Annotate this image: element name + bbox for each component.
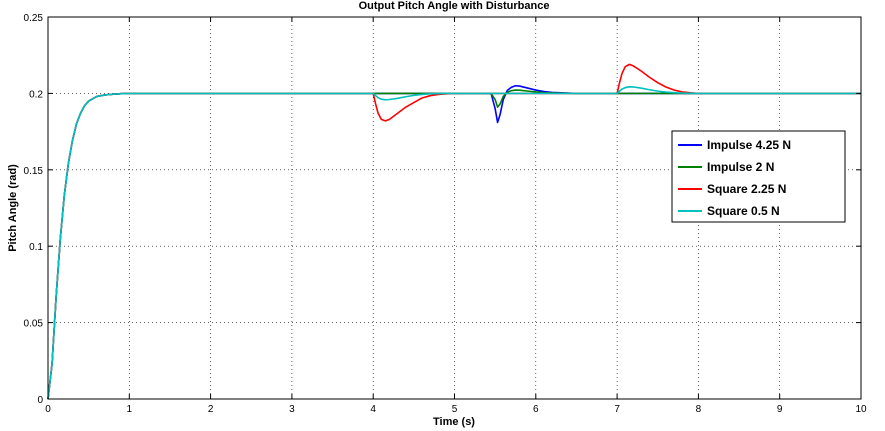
y-axis-label: Pitch Angle (rad) [7, 164, 19, 252]
x-axis-label: Time (s) [433, 416, 475, 428]
x-tick-label: 6 [533, 404, 539, 415]
legend-label-1: Impulse 4.25 N [707, 138, 791, 152]
x-tick-label: 5 [452, 404, 458, 415]
x-tick-label: 7 [614, 404, 620, 415]
ticks: 0 1 2 3 4 5 6 7 8 9 10 0 0.05 0.1 0.15 0.2 0.25 [24, 13, 867, 415]
legend: Impulse 4.25 N Impulse 2 N Square 2.25 N Sq… [671, 130, 846, 223]
x-tick-label: 4 [370, 404, 376, 415]
legend-label-3: Square 2.25 N [707, 182, 786, 196]
x-tick-label: 10 [855, 404, 867, 415]
x-tick-label: 0 [45, 404, 51, 415]
y-tick-label: 0.25 [24, 13, 44, 24]
y-tick-label: 0.1 [29, 242, 43, 253]
legend-label-4: Square 0.5 N [707, 204, 780, 218]
y-tick-label: 0.2 [29, 89, 43, 100]
series-line-4 [47, 86, 861, 400]
x-tick-label: 3 [289, 404, 295, 415]
x-tick-label: 1 [127, 404, 133, 415]
x-tick-label: 8 [696, 404, 702, 415]
x-tick-label: 9 [777, 404, 783, 415]
chart-title: Output Pitch Angle with Disturbance [359, 0, 550, 12]
x-tick-label: 2 [208, 404, 214, 415]
y-tick-label: 0 [37, 395, 43, 406]
y-tick-label: 0.05 [24, 319, 44, 330]
y-tick-label: 0.15 [24, 166, 44, 177]
legend-box [671, 130, 846, 223]
series-layer [47, 63, 861, 400]
legend-label-2: Impulse 2 N [707, 160, 774, 174]
